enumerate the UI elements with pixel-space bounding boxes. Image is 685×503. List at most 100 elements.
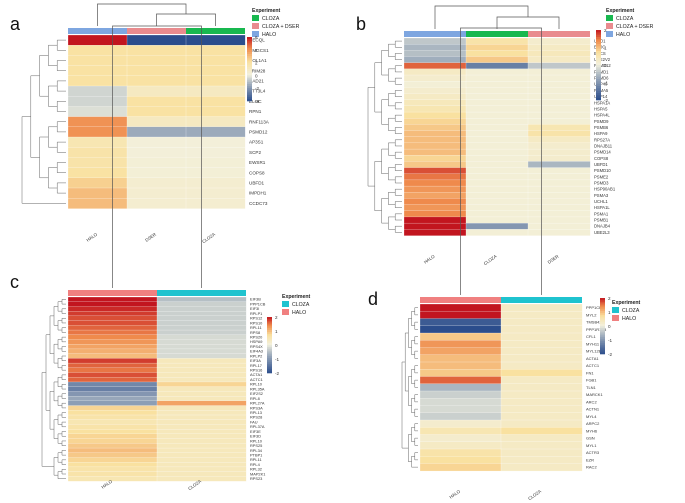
- row-label: ACTA1: [586, 356, 599, 361]
- row-label: RPS16: [250, 368, 262, 373]
- color-scale-step: [267, 337, 272, 340]
- color-scale-step: [247, 96, 252, 100]
- legend-label: HALO: [292, 310, 306, 316]
- dendrogram-branch: [408, 376, 412, 406]
- heatmap-cell: [126, 106, 187, 118]
- dendrogram-branch: [56, 60, 66, 71]
- heatmap-cell: [527, 185, 591, 193]
- annotation-bar-cell: [466, 31, 528, 37]
- dendrogram-branch: [57, 376, 62, 387]
- heatmap-cell: [185, 147, 246, 158]
- row-label: RPS25: [250, 443, 262, 448]
- heatmap-cell: [185, 136, 246, 148]
- heatmap-cell: [500, 419, 583, 428]
- panel-a: a RECQL HMGCS1 COL1A1 TRIM28 RAD21 STT3L4 ELOC…: [10, 3, 300, 244]
- heatmap-cell: [156, 329, 247, 336]
- dendrogram-branch: [414, 437, 418, 446]
- heatmap-cells: [403, 37, 591, 236]
- heatmap-cell: [527, 155, 591, 162]
- dendrogram-branch: [411, 398, 415, 413]
- row-label: HSPA1L: [594, 205, 610, 210]
- color-scale-step: [596, 60, 601, 63]
- color-scale-step: [596, 67, 601, 70]
- color-scale-step: [596, 88, 601, 91]
- color-scale-step: [247, 41, 252, 44]
- row-label: FGB1: [586, 378, 597, 383]
- color-scale-tick: -4: [255, 99, 260, 104]
- legend-title: Experiment: [606, 8, 635, 14]
- color-scale-step: [596, 30, 601, 33]
- heatmap-cell: [419, 434, 502, 443]
- heatmap-cell: [156, 395, 247, 402]
- heatmap-cell: [419, 427, 502, 435]
- heatmap-cell: [156, 372, 247, 378]
- heatmap-cells: [67, 34, 246, 209]
- heatmap-cell: [527, 93, 591, 101]
- heatmap-cell: [527, 136, 591, 144]
- heatmap-cell: [419, 347, 502, 356]
- row-label: STT3L4: [249, 89, 266, 94]
- heatmap-cell: [419, 405, 502, 414]
- heatmap-cell: [67, 334, 158, 340]
- heatmap-cell: [527, 56, 591, 64]
- color-scale-step: [247, 90, 252, 93]
- heatmap-cell: [126, 157, 187, 169]
- dendrogram-branch: [61, 384, 66, 390]
- experiment-legend: Experiment CLOZA HALO: [282, 294, 311, 316]
- annotation-bar-cell: [68, 28, 127, 34]
- legend-title: Experiment: [282, 294, 311, 300]
- heatmap-cell: [419, 325, 502, 334]
- heatmap-cell: [67, 306, 158, 312]
- heatmap-cell: [527, 74, 591, 82]
- dendrogram-branch: [388, 117, 396, 131]
- dendrogram-branch: [57, 414, 62, 425]
- legend-swatch: [606, 15, 613, 21]
- annotation-bar-cell: [68, 290, 157, 296]
- heatmap-cell: [67, 466, 158, 473]
- dendrogram-branch: [57, 339, 62, 350]
- dendrogram-branch: [388, 43, 396, 57]
- color-scale-step: [600, 335, 605, 338]
- heatmap-cell: [67, 358, 158, 364]
- dendrogram-branch: [61, 450, 66, 456]
- row-label: HSPA9: [594, 131, 608, 136]
- experiment-legend: Experiment CLOZA CLOZA + DSER HALO: [606, 8, 654, 38]
- dendrogram-branch: [30, 75, 40, 158]
- heatmap-cell: [527, 161, 591, 168]
- heatmap-cell: [67, 381, 158, 388]
- color-scale-step: [596, 81, 601, 84]
- color-scale-step: [600, 350, 605, 353]
- heatmap-cell: [527, 216, 591, 224]
- heatmap-cell: [185, 85, 246, 97]
- heatmap-cell: [500, 405, 583, 414]
- row-label: TRIM28: [249, 68, 266, 73]
- dendrogram-branch: [381, 198, 389, 224]
- row-label: RPS28: [250, 415, 262, 420]
- dendrogram-branch: [156, 13, 216, 26]
- heatmap-cell: [67, 339, 158, 345]
- row-label: COPS8: [249, 170, 265, 175]
- heatmap-cell: [67, 55, 128, 67]
- color-scale-step: [600, 311, 605, 314]
- heatmap-cell: [156, 334, 247, 340]
- heatmap-cell: [527, 81, 591, 88]
- heatmap-cell: [419, 390, 502, 399]
- heatmap-cell: [419, 332, 502, 341]
- row-label: RPS27A: [594, 137, 610, 142]
- heatmap-cell: [527, 87, 591, 94]
- color-scale-step: [600, 342, 605, 345]
- dendrogram-branch: [404, 332, 409, 392]
- row-label: ELOC: [249, 99, 262, 104]
- heatmap-cell: [419, 318, 502, 327]
- heatmap-cell: [156, 424, 247, 430]
- color-scale-step: [247, 60, 252, 63]
- dendrogram-branch: [394, 213, 402, 221]
- heatmap-cell: [403, 136, 467, 144]
- dendrogram-branch: [53, 343, 58, 364]
- heatmap-cell: [67, 344, 158, 350]
- heatmap-cell: [156, 348, 247, 355]
- color-scale-step: [267, 350, 272, 353]
- color-scale-step: [596, 65, 601, 68]
- color-scale-step: [600, 340, 605, 344]
- dendrogram-branch: [39, 136, 49, 179]
